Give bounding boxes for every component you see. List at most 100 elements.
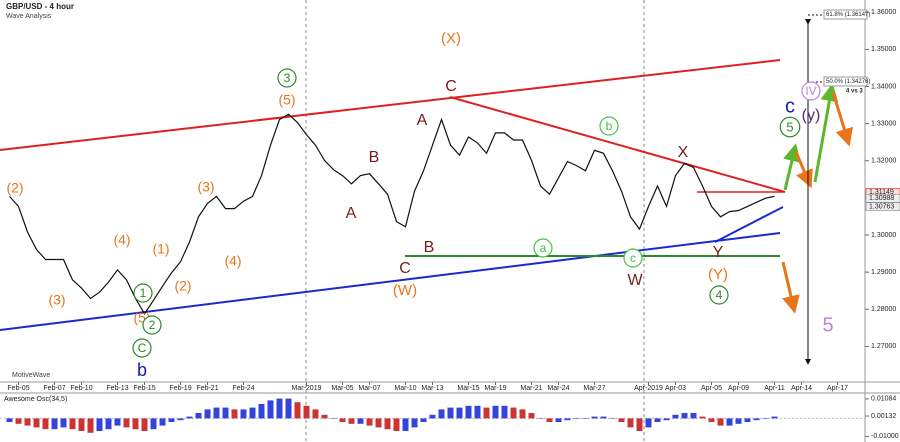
- osc-bar: [771, 416, 778, 419]
- osc-bar: [609, 418, 616, 419]
- osc-bar: [213, 407, 220, 419]
- wave-label: X: [678, 144, 689, 161]
- chart-subtitle: Wave Analysis: [6, 13, 52, 20]
- wave-label: (Y): [708, 266, 728, 283]
- wave-label: C: [445, 78, 457, 95]
- y-tick-label: 1.36000: [871, 9, 896, 16]
- osc-bar: [366, 418, 373, 426]
- wave-label: C: [399, 260, 411, 277]
- osc-bar: [537, 418, 544, 419]
- wave-label: (2): [174, 278, 191, 294]
- osc-bar: [411, 418, 418, 428]
- wave-circle: [779, 116, 801, 138]
- wave-circle: [533, 238, 553, 258]
- osc-bar: [735, 418, 742, 424]
- wave-label: b: [606, 119, 613, 133]
- osc-bar: [573, 418, 580, 419]
- price-label: 1.30763: [869, 204, 894, 211]
- osc-bar: [636, 418, 643, 431]
- x-tick-label: Mar-15: [457, 385, 479, 392]
- osc-bar: [294, 402, 301, 419]
- wave-label: (X): [441, 30, 461, 47]
- chart-title: GBP/USD - 4 hour: [6, 2, 74, 11]
- osc-bar: [60, 418, 67, 428]
- osc-bar: [105, 418, 112, 430]
- osc-bar: [258, 404, 265, 419]
- osc-bar: [114, 418, 121, 426]
- osc-bar: [510, 407, 517, 419]
- osc-bar: [132, 418, 139, 430]
- wave-circle: [133, 283, 153, 303]
- osc-bar: [744, 418, 751, 422]
- wave-label: IV: [805, 84, 816, 98]
- fib-label: 61.8% (1.36147): [826, 12, 870, 18]
- x-tick-label: Mar-24: [547, 385, 569, 392]
- wave-circle: [132, 338, 152, 358]
- osc-bar: [528, 413, 535, 419]
- osc-bar: [141, 418, 148, 431]
- y-tick-label: 0.01084: [871, 396, 896, 403]
- osc-bar: [456, 407, 463, 419]
- x-tick-label: Mar-21: [520, 385, 542, 392]
- wave-circle: [709, 285, 729, 305]
- label-box: [823, 76, 868, 87]
- wave-label: A: [417, 112, 428, 129]
- osc-bar: [69, 418, 76, 430]
- y-tick-label: 1.35000: [871, 46, 896, 53]
- x-tick-label: Apr-09: [728, 385, 749, 392]
- osc-bar: [483, 407, 490, 419]
- wave-label: B: [424, 239, 435, 256]
- wave-label: 3: [284, 71, 291, 85]
- price-label: 1.31149: [869, 189, 894, 196]
- x-tick-label: Apr-2019: [634, 385, 663, 392]
- wave-label: 5: [822, 314, 833, 336]
- watermark: MotiveWave: [12, 372, 50, 379]
- osc-bar: [348, 418, 355, 424]
- osc-bar: [618, 418, 625, 422]
- osc-bar: [33, 418, 40, 428]
- y-tick-label: 1.28000: [871, 306, 896, 313]
- osc-bar: [582, 418, 589, 419]
- wave-label: (1): [152, 241, 169, 257]
- osc-bar: [231, 409, 238, 419]
- osc-bar: [24, 418, 31, 426]
- osc-bar: [600, 416, 607, 419]
- x-tick-label: Apr-14: [791, 385, 812, 392]
- price-box: [865, 194, 900, 203]
- fib-label: 4 vs 3: [846, 89, 863, 95]
- wave-label: (3): [48, 292, 65, 308]
- x-tick-label: Apr-11: [764, 385, 785, 392]
- osc-bar: [393, 418, 400, 431]
- wave-label: B: [369, 149, 380, 166]
- osc-bar: [285, 398, 292, 419]
- arrow: [781, 261, 800, 314]
- osc-bar: [753, 418, 760, 421]
- osc-bar: [303, 405, 310, 419]
- osc-bar: [222, 407, 229, 419]
- x-tick-label: Feb-05: [7, 385, 29, 392]
- y-tick-label: 1.29000: [871, 269, 896, 276]
- osc-bar: [762, 418, 769, 419]
- osc-bar: [87, 418, 94, 433]
- x-tick-label: Apr-17: [827, 385, 848, 392]
- osc-bar: [672, 414, 679, 419]
- osc-bar: [717, 418, 724, 426]
- osc-bar: [321, 414, 328, 419]
- x-tick-label: Mar-13: [421, 385, 443, 392]
- osc-bar: [654, 418, 661, 422]
- wave-label: (5): [278, 92, 295, 108]
- osc-bar: [492, 405, 499, 419]
- price-label: 1.30988: [869, 195, 894, 202]
- wave-label: C: [138, 341, 147, 355]
- y-tick-label: -0.01000: [871, 433, 899, 440]
- price-box: [865, 202, 900, 211]
- osc-bar: [402, 418, 409, 431]
- osc-bar: [249, 407, 256, 419]
- wave-label: (2): [6, 180, 23, 196]
- osc-bar: [627, 418, 634, 428]
- y-tick-label: 1.34000: [871, 83, 896, 90]
- osc-bar: [159, 418, 166, 426]
- y-tick-label: 0.00132: [871, 413, 896, 420]
- osc-bar: [591, 416, 598, 419]
